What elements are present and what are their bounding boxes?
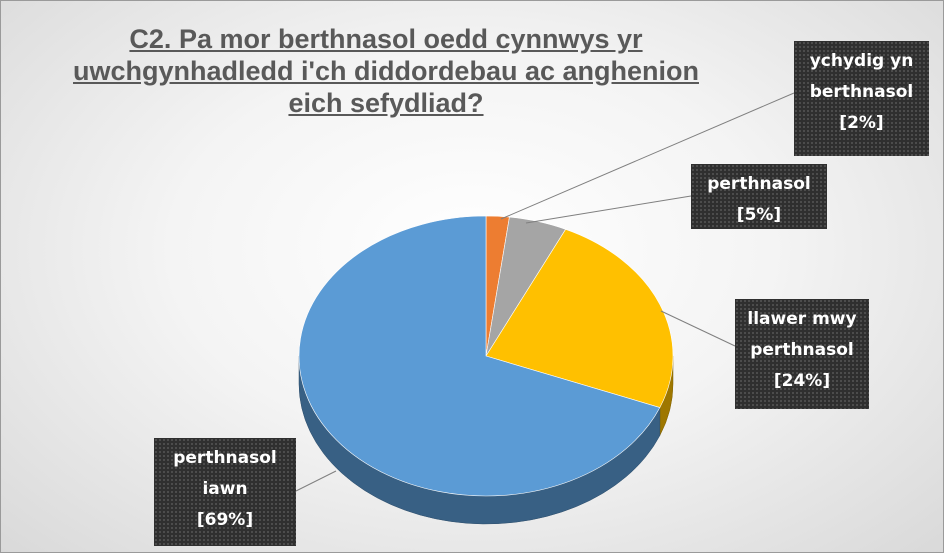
value-label: [5%]: [736, 205, 782, 225]
data-label: perthnasol [5%]: [691, 164, 827, 229]
data-label: ychydig yn berthnasol [2%]: [794, 41, 929, 156]
category-label: llawer mwy perthnasol: [747, 309, 857, 360]
category-label: ychydig yn berthnasol: [809, 51, 914, 102]
slice: [485, 228, 674, 408]
data-label: perthnasol iawn [69%]: [154, 438, 296, 546]
value-label: [24%]: [773, 371, 831, 391]
leader-line: [525, 195, 692, 224]
value-label: [69%]: [196, 510, 254, 530]
category-label: perthnasol: [707, 174, 811, 194]
value-label: [2%]: [839, 113, 884, 133]
leader-line: [660, 310, 736, 347]
category-label: perthnasol iawn: [173, 448, 277, 499]
leader-line: [500, 92, 795, 220]
chart-title: C2. Pa mor berthnasol oedd cynnwys yr uw…: [73, 24, 699, 118]
slice: [298, 215, 661, 497]
leader-line: [295, 470, 337, 492]
data-label: llawer mwy perthnasol [24%]: [735, 299, 869, 409]
